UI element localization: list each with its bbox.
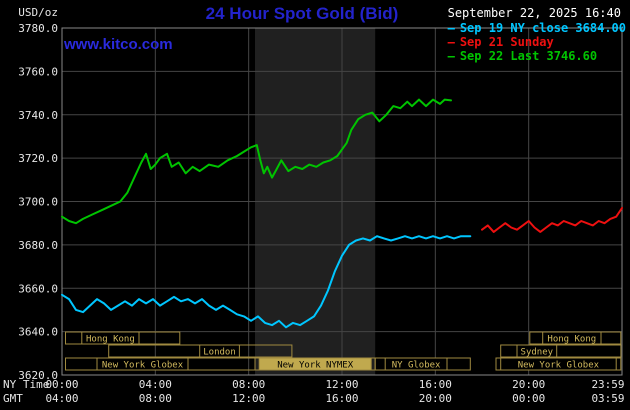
y-tick-label: 3680.0 (18, 239, 58, 252)
session-label-box (384, 357, 448, 371)
y-tick-label: 3760.0 (18, 65, 58, 78)
session-label: NY Globex (392, 361, 441, 371)
x-tick-label-ny: 12:00 (325, 378, 358, 391)
session-label-box (542, 331, 602, 345)
legend-item-label: Sep 22 Last 3746.60 (459, 49, 598, 63)
kitco-watermark: www.kitco.com (64, 36, 173, 53)
x-tick-label-gmt: 16:00 (325, 392, 358, 405)
session-label: New York Globex (102, 361, 184, 371)
series-line-sep19 (61, 235, 472, 329)
gmt-axis-label: GMT (3, 392, 23, 405)
x-tick-label-gmt: 03:59 (591, 392, 624, 405)
x-tick-label-ny: 04:00 (139, 378, 172, 391)
session-label-box (199, 344, 240, 358)
x-tick-label-gmt: 20:00 (419, 392, 452, 405)
y-tick-label: 3720.0 (18, 152, 58, 165)
x-tick-label-ny: 16:00 (419, 378, 452, 391)
x-tick-label-gmt: 04:00 (45, 392, 78, 405)
x-tick-label-ny: 23:59 (591, 378, 624, 391)
session-label: New York NYMEX (277, 361, 353, 371)
legend-item-sep22: – Sep 22 Last 3746.60 (448, 49, 626, 63)
x-tick-label-ny: 20:00 (512, 378, 545, 391)
y-tick-label: 3740.0 (18, 109, 58, 122)
series-line-sep21 (481, 207, 623, 233)
session-label-box (258, 357, 372, 371)
session-label: Hong Kong (86, 335, 135, 345)
plot-border (61, 27, 623, 376)
y-tick-label: 3660.0 (18, 282, 58, 295)
session-label: Hong Kong (547, 335, 596, 345)
legend-item-label: Sep 21 Sunday (459, 35, 554, 49)
legend-item-sep19: – Sep 19 NY close 3684.00 (448, 21, 626, 35)
legend-marker-dash: – (447, 35, 455, 49)
legend-marker-dash: – (447, 49, 455, 63)
session-label-box (500, 357, 617, 371)
datetime-label: September 22, 2025 16:40 (447, 6, 621, 20)
series-line-sep22 (61, 98, 452, 225)
x-tick-label-gmt: 12:00 (232, 392, 265, 405)
session-extent-box (500, 344, 622, 358)
gridlines (62, 28, 622, 375)
chart-title: 24 Hour Spot Gold (Bid) (205, 4, 399, 23)
legend-item-label: Sep 19 NY close 3684.00 (459, 21, 626, 35)
ny-time-axis-label: NY Time (3, 378, 50, 391)
session-label-box (516, 344, 558, 358)
y-tick-label: 3640.0 (18, 326, 58, 339)
y-tick-label: 3780.0 (18, 22, 58, 35)
legend-marker-dash: – (447, 21, 455, 35)
legend: September 22, 2025 16:40 – Sep 19 NY clos… (448, 6, 626, 63)
session-label-box (96, 357, 189, 371)
y-tick-label: 3620.0 (18, 369, 58, 382)
x-tick-label-ny: 00:00 (45, 378, 78, 391)
legend-item-sep21: – Sep 21 Sunday (448, 35, 626, 49)
session-label: London (203, 348, 236, 358)
axis-labels: 3620.0 3640.0 3660.0 3680.0 3700.0 3720.0 3740… (18, 22, 624, 405)
session-label-box (81, 331, 140, 345)
units-label: USD/oz (18, 6, 58, 19)
x-tick-label-ny: 08:00 (232, 378, 265, 391)
y-tick-label: 3700.0 (18, 196, 58, 209)
session-label: Sydney (521, 348, 554, 358)
market-sessions: Hong Kong Hong Kong London Sydney New York G… (65, 331, 622, 371)
x-tick-label-gmt: 00:00 (512, 392, 545, 405)
x-tick-label-gmt: 08:00 (139, 392, 172, 405)
session-label: New York Globex (518, 361, 600, 371)
